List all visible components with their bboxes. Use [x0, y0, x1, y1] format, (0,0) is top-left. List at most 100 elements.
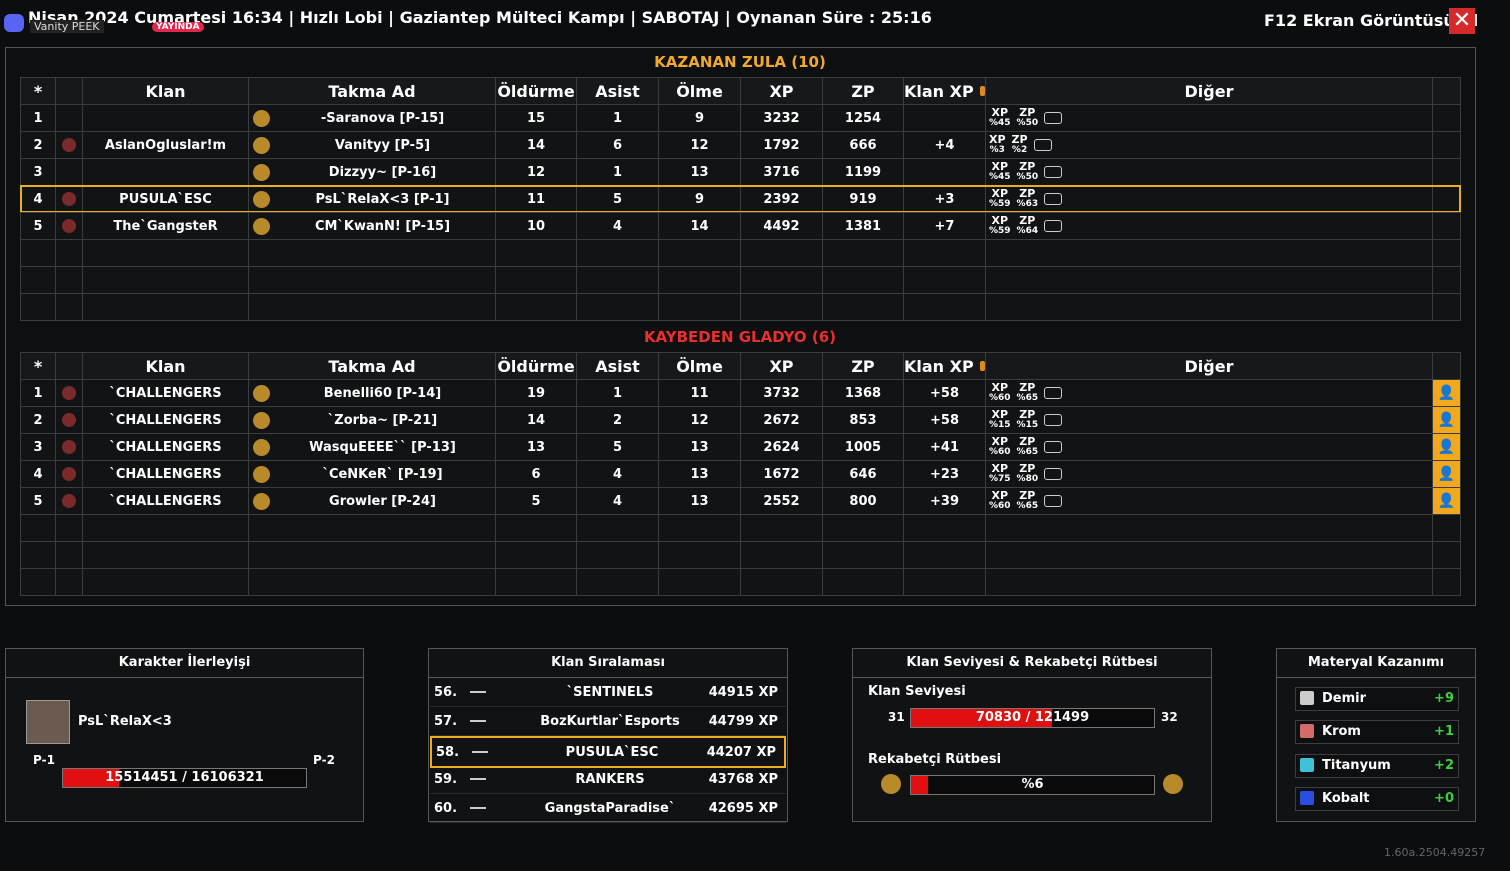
add-friend-button[interactable]: 👤 — [1432, 433, 1461, 461]
ranking-row: 59. RANKERS 43768 XP — [430, 765, 786, 794]
column-header: Diğer — [985, 352, 1433, 380]
boost-value: %59 — [989, 199, 1011, 209]
table-cell: PsL`RelaX<3 [P-1] — [248, 185, 496, 213]
table-cell — [740, 266, 823, 294]
cell-text: 5 — [612, 439, 623, 455]
table-cell: -Saranova [P-15] — [248, 104, 496, 132]
clan-name: PUSULA`ESC — [565, 745, 659, 760]
rank-icon — [253, 217, 270, 235]
ranking-position: 57. — [434, 714, 458, 729]
table-cell: 1005 — [822, 433, 904, 461]
screenshot-button[interactable]: F12 Ekran Görüntüsü Al — [1264, 11, 1479, 30]
nickname: PsL`RelaX<3 [P-1] — [315, 191, 450, 207]
add-friend-button[interactable]: 👤 — [1432, 487, 1461, 515]
table-cell — [1432, 104, 1461, 132]
nickname: `CeNKeR` [P-19] — [322, 466, 443, 482]
column-header: Takma Ad — [248, 77, 496, 105]
table-cell — [495, 568, 577, 596]
table-cell: `CHALLENGERS — [82, 433, 249, 461]
column-header: Ölme — [658, 77, 741, 105]
boost-value: %60 — [989, 447, 1011, 457]
header-text: * — [33, 356, 43, 376]
table-cell: Vanityy [P-5] — [248, 131, 496, 159]
boost-icon — [1044, 112, 1063, 124]
clan-xp: 44207 XP — [706, 745, 776, 760]
swatch — [1300, 691, 1314, 705]
cell-text: 4 — [612, 466, 623, 482]
cell-text: 5 — [612, 191, 623, 207]
cell-text: `CHALLENGERS — [109, 466, 222, 482]
close-button[interactable]: ✕ — [1449, 8, 1475, 34]
table-cell: 13 — [658, 158, 741, 186]
boost-label: XP — [991, 106, 1009, 119]
table-cell: 11 — [495, 185, 577, 213]
cell-text: 1381 — [844, 218, 882, 234]
table-cell — [822, 266, 904, 294]
add-friend-icon: 👤 — [1437, 385, 1456, 401]
ranking-row: 56. `SENTINELS 44915 XP — [430, 678, 786, 707]
table-cell — [495, 266, 577, 294]
column-header: Klan XP — [903, 77, 986, 105]
boost-label: XP — [991, 214, 1009, 227]
nickname: Dizzyy~ [P-16] — [328, 164, 437, 180]
table-cell: XP %59 ZP %64 — [985, 212, 1433, 240]
table-title: KAZANAN ZULA (10) — [654, 53, 826, 71]
cell-text: 2392 — [763, 191, 800, 207]
table-cell: +4 — [903, 131, 986, 159]
cell-text: 9 — [694, 191, 705, 207]
cell-text: 4492 — [763, 218, 800, 234]
table-cell — [55, 293, 83, 321]
table-cell — [20, 514, 56, 542]
table-cell: +58 — [903, 379, 986, 407]
header-text: Takma Ad — [328, 356, 416, 376]
boost-label: ZP — [1019, 435, 1036, 448]
table-cell — [20, 293, 56, 321]
ranking-position: 56. — [434, 685, 458, 700]
cell-text: 11 — [526, 191, 546, 207]
table-cell: Dizzyy~ [P-16] — [248, 158, 496, 186]
column-header — [55, 352, 83, 380]
nickname: `Zorba~ [P-21] — [327, 412, 438, 428]
clan-icon — [62, 494, 76, 508]
table-cell — [82, 239, 249, 267]
add-friend-button[interactable]: 👤 — [1432, 460, 1461, 488]
cell-text: 1254 — [844, 110, 882, 126]
cell-text: 2 — [33, 137, 43, 153]
add-friend-icon: 👤 — [1437, 493, 1456, 509]
cell-text: 5 — [531, 493, 541, 509]
table-cell: XP %45 ZP %50 — [985, 104, 1433, 132]
add-friend-button[interactable]: 👤 — [1432, 379, 1461, 407]
boost-label: ZP — [1019, 381, 1036, 394]
cell-text: 853 — [849, 412, 877, 428]
boost-value: %65 — [1016, 393, 1039, 403]
table-cell: 1 — [576, 158, 659, 186]
ranking-position: 58. — [436, 745, 460, 760]
clan-name: BozKurtlar`Esports — [540, 714, 680, 729]
boost: ZP %64 — [1017, 215, 1039, 236]
nickname: -Saranova [P-15] — [320, 110, 445, 126]
table-cell: 1368 — [822, 379, 904, 407]
boost-value: %50 — [1016, 118, 1039, 128]
cell-text: 12 — [526, 164, 546, 180]
table-cell — [55, 433, 83, 461]
rank-icon — [253, 465, 270, 483]
header-text: Ölme — [676, 356, 723, 376]
boost-value: %15 — [989, 420, 1011, 430]
add-friend-button[interactable]: 👤 — [1432, 406, 1461, 434]
boost: XP %59 — [989, 188, 1011, 209]
cell-text: 14 — [526, 137, 546, 153]
boost-value: %2 — [1011, 145, 1028, 155]
table-cell — [1432, 158, 1461, 186]
table-cell: 1792 — [740, 131, 823, 159]
material-gain: +2 — [1434, 758, 1454, 773]
cell-text: 2624 — [763, 439, 800, 455]
cell-text: 13 — [526, 439, 546, 455]
clan-xp: 44799 XP — [708, 714, 778, 729]
boost-label: ZP — [1019, 489, 1036, 502]
table-cell: The`GangsteR — [82, 212, 249, 240]
rank-icon — [253, 109, 270, 127]
table-cell — [55, 239, 83, 267]
table-cell: XP %15 ZP %15 — [985, 406, 1433, 434]
clan-name: GangstaParadise` — [544, 801, 676, 816]
